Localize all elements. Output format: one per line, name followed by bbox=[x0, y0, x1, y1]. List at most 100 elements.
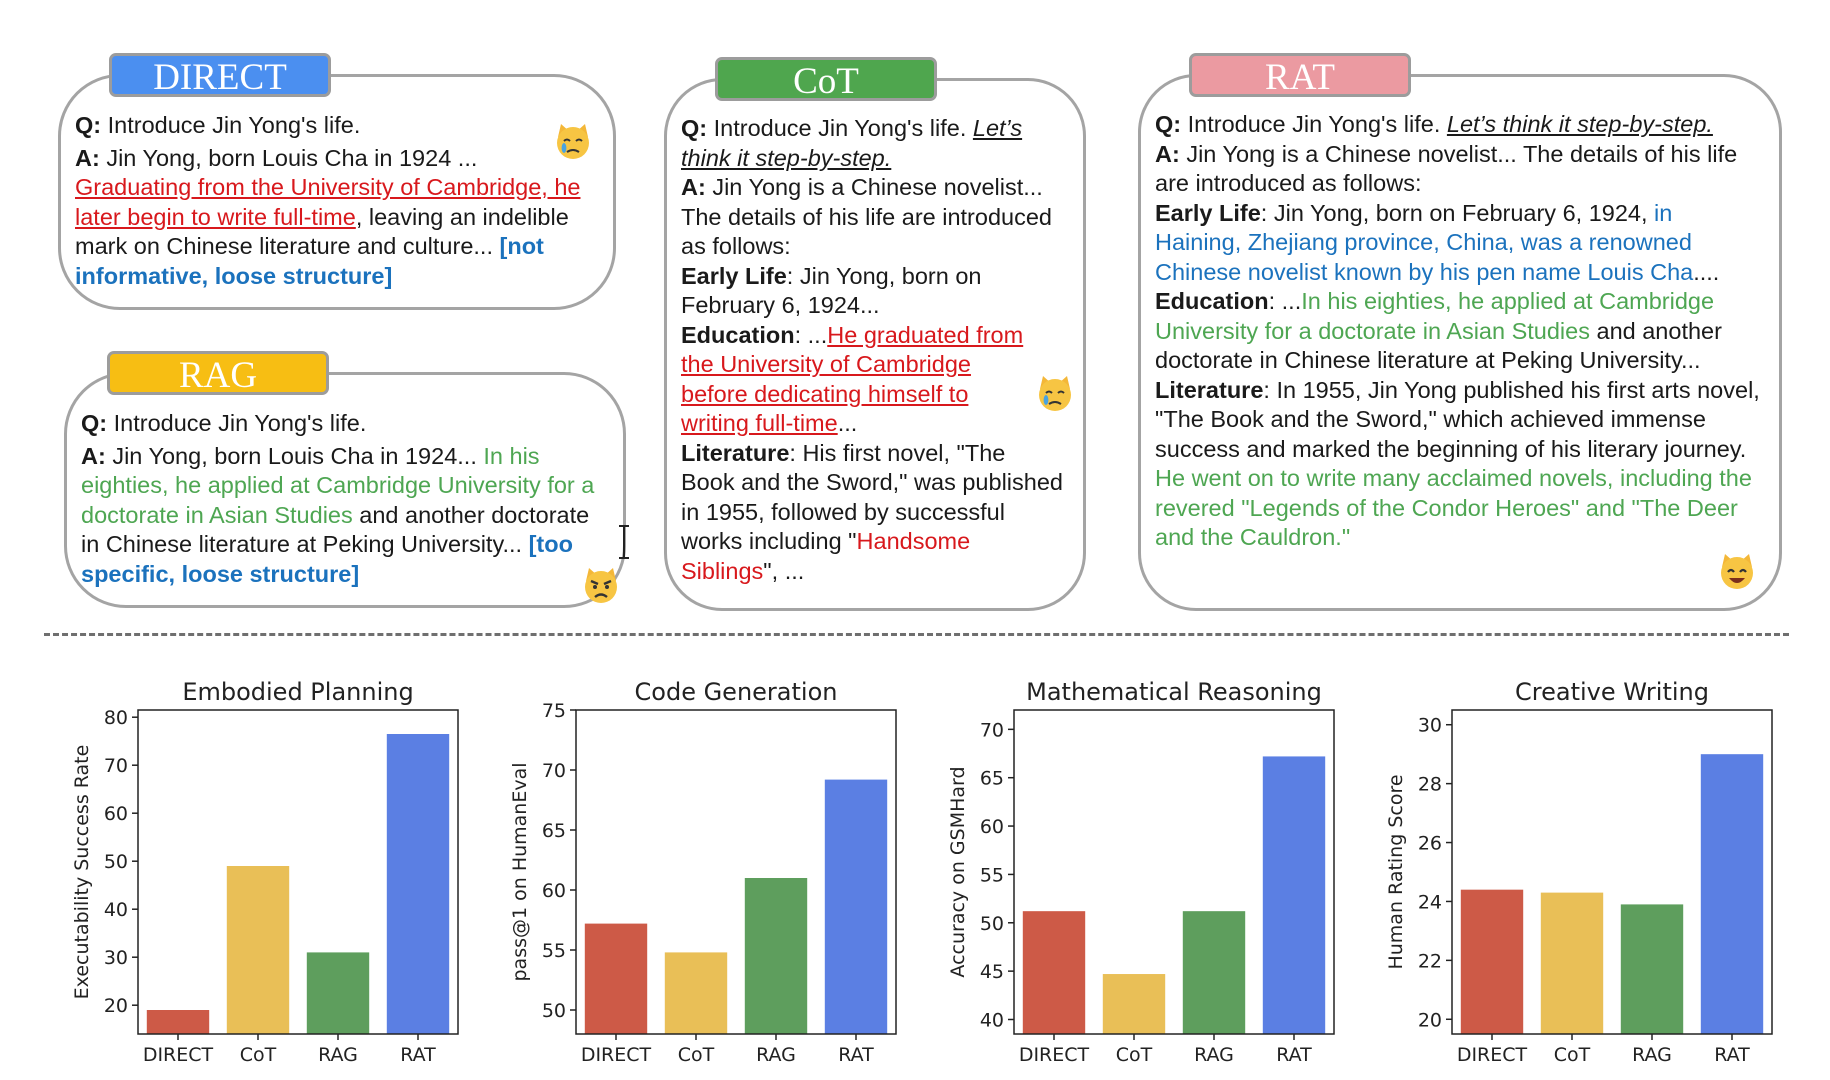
y-tick-label: 22 bbox=[1418, 950, 1442, 972]
x-tick-label: DIRECT bbox=[1457, 1044, 1528, 1066]
rat-retrieved-literature: He went on to write many acclaimed novel… bbox=[1155, 465, 1752, 550]
bar-cot bbox=[1540, 892, 1604, 1034]
y-tick-label: 80 bbox=[104, 707, 128, 729]
cot-panel: CoT Q: Introduce Jin Yong's life. Let’s … bbox=[664, 57, 1086, 611]
plot-frame bbox=[1451, 709, 1773, 1035]
chart-creative-writing: Creative Writing Human Rating Score DIRECT… bbox=[1384, 672, 1804, 1072]
x-tick-label: DIRECT bbox=[1019, 1044, 1090, 1066]
y-tick-label: 60 bbox=[104, 803, 128, 825]
rag-panel: RAG Q: Introduce Jin Yong's life. A: Jin… bbox=[64, 351, 626, 608]
bar-rat bbox=[386, 734, 450, 1034]
bar-cot bbox=[1102, 974, 1166, 1034]
direct-note: [not informative, loose structure] bbox=[75, 233, 544, 289]
x-tick-label: CoT bbox=[240, 1044, 277, 1066]
y-tick-label: 65 bbox=[980, 768, 1004, 790]
y-tick-label: 30 bbox=[1418, 715, 1442, 737]
pouting-cat-icon bbox=[585, 568, 617, 603]
plot-frame bbox=[137, 709, 459, 1035]
x-tick-label: RAG bbox=[1632, 1044, 1672, 1066]
cot-question: Q: Introduce Jin Yong's life. Let’s thin… bbox=[681, 115, 1023, 171]
crying-cat-icon bbox=[557, 124, 589, 159]
bar-rag bbox=[306, 952, 370, 1034]
bar-direct bbox=[1460, 889, 1524, 1034]
section-divider bbox=[44, 633, 1789, 636]
chart-title: Mathematical Reasoning bbox=[1026, 678, 1322, 706]
y-tick-label: 26 bbox=[1418, 833, 1442, 855]
cot-fake-title: Handsome Siblings bbox=[681, 528, 971, 584]
y-axis-label: Human Rating Score bbox=[1385, 774, 1407, 969]
bar-rag bbox=[1182, 911, 1246, 1034]
bar-rat bbox=[1700, 754, 1764, 1034]
y-tick-label: 30 bbox=[104, 947, 128, 969]
y-tick-label: 55 bbox=[980, 864, 1004, 886]
smiling-cat-icon bbox=[1721, 554, 1753, 589]
y-tick-label: 40 bbox=[104, 899, 128, 921]
rat-tab: RAT bbox=[1189, 53, 1411, 98]
y-axis-label: Accuracy on GSMHard bbox=[947, 766, 969, 977]
rag-retrieved-text: In his eighties, he applied at Cambridge… bbox=[81, 442, 595, 528]
rag-answer: A: Jin Yong, born Louis Cha in 1924... I… bbox=[81, 442, 595, 587]
bar-direct bbox=[146, 1010, 210, 1034]
bar-rag bbox=[1620, 904, 1684, 1034]
x-tick-label: RAG bbox=[1194, 1044, 1234, 1066]
rat-question: Q: Introduce Jin Yong's life. Let’s thin… bbox=[1155, 111, 1713, 137]
rat-education: Education: ...In his eighties, he applie… bbox=[1155, 288, 1722, 373]
x-tick-label: CoT bbox=[678, 1044, 715, 1066]
rat-retrieved-education: In his eighties, he applied at Cambridge… bbox=[1155, 288, 1715, 344]
y-tick-label: 40 bbox=[980, 1009, 1004, 1031]
rag-note: [too specific, loose structure] bbox=[81, 531, 573, 587]
rat-early-life: Early Life: Jin Yong, born on February 6… bbox=[1155, 199, 1720, 285]
rat-answer: A: Jin Yong is a Chinese novelist... The… bbox=[1155, 140, 1738, 197]
y-tick-label: 55 bbox=[542, 940, 566, 962]
y-tick-label: 70 bbox=[104, 755, 128, 777]
direct-question: Q: Introduce Jin Yong's life. bbox=[75, 112, 361, 138]
y-tick-label: 50 bbox=[980, 913, 1004, 935]
rag-tab: RAG bbox=[107, 351, 329, 396]
bar-rat bbox=[1262, 756, 1326, 1034]
y-tick-label: 50 bbox=[104, 851, 128, 873]
x-tick-label: CoT bbox=[1116, 1044, 1153, 1066]
plot-frame bbox=[1013, 709, 1335, 1035]
y-tick-label: 28 bbox=[1418, 774, 1442, 796]
cot-education: Education: ...He graduated from the Univ… bbox=[681, 321, 1024, 437]
rat-literature: Literature: In 1955, Jin Yong published … bbox=[1155, 376, 1760, 551]
bar-cot bbox=[664, 952, 728, 1034]
direct-hallucination: Graduating from the University of Cambri… bbox=[75, 174, 581, 230]
direct-answer: A: Jin Yong, born Louis Cha in 1924 ... … bbox=[75, 144, 581, 289]
direct-tab: DIRECT bbox=[109, 53, 331, 98]
direct-panel: DIRECT Q: Introduce Jin Yong's life. A: … bbox=[58, 53, 616, 310]
y-tick-label: 60 bbox=[980, 816, 1004, 838]
bar-cot bbox=[226, 866, 290, 1034]
rag-question: Q: Introduce Jin Yong's life. bbox=[81, 410, 367, 436]
y-tick-label: 20 bbox=[104, 995, 128, 1017]
x-tick-label: RAG bbox=[756, 1044, 796, 1066]
chart-mathematical-reasoning: Mathematical Reasoning Accuracy on GSMHar… bbox=[946, 672, 1366, 1072]
bar-rag bbox=[744, 878, 808, 1034]
plot-frame bbox=[575, 709, 897, 1035]
x-tick-label: CoT bbox=[1554, 1044, 1591, 1066]
x-tick-label: RAT bbox=[1276, 1044, 1312, 1066]
y-axis-label: pass@1 on HumanEval bbox=[509, 762, 531, 981]
chart-title: Embodied Planning bbox=[182, 678, 413, 706]
y-tick-label: 50 bbox=[542, 1000, 566, 1022]
chart-embodied-planning: Embodied Planning Executability Success R… bbox=[70, 672, 490, 1072]
x-tick-label: DIRECT bbox=[581, 1044, 652, 1066]
bar-direct bbox=[584, 923, 648, 1034]
y-tick-label: 75 bbox=[542, 700, 566, 722]
y-tick-label: 70 bbox=[980, 719, 1004, 741]
cot-tab: CoT bbox=[715, 57, 937, 102]
rat-panel: RAT Q: Introduce Jin Yong's life. Let’s … bbox=[1138, 53, 1782, 611]
x-tick-label: RAT bbox=[838, 1044, 874, 1066]
y-tick-label: 60 bbox=[542, 880, 566, 902]
text-cursor-icon bbox=[619, 525, 629, 559]
cot-prompt: Let’s think it step-by-step. bbox=[681, 115, 1023, 171]
x-tick-label: DIRECT bbox=[143, 1044, 214, 1066]
y-tick-label: 45 bbox=[980, 961, 1004, 983]
cot-early-life: Early Life: Jin Yong, born on February 6… bbox=[681, 262, 982, 319]
cot-hallucination: He graduated from the University of Camb… bbox=[681, 321, 1024, 437]
chart-title: Creative Writing bbox=[1515, 678, 1709, 706]
y-tick-label: 24 bbox=[1418, 891, 1442, 913]
bar-rat bbox=[824, 779, 888, 1034]
rat-retrieved-early: in Haining, Zhejiang province, China, wa… bbox=[1155, 199, 1694, 285]
cot-literature: Literature: His first novel, "The Book a… bbox=[681, 439, 1063, 584]
